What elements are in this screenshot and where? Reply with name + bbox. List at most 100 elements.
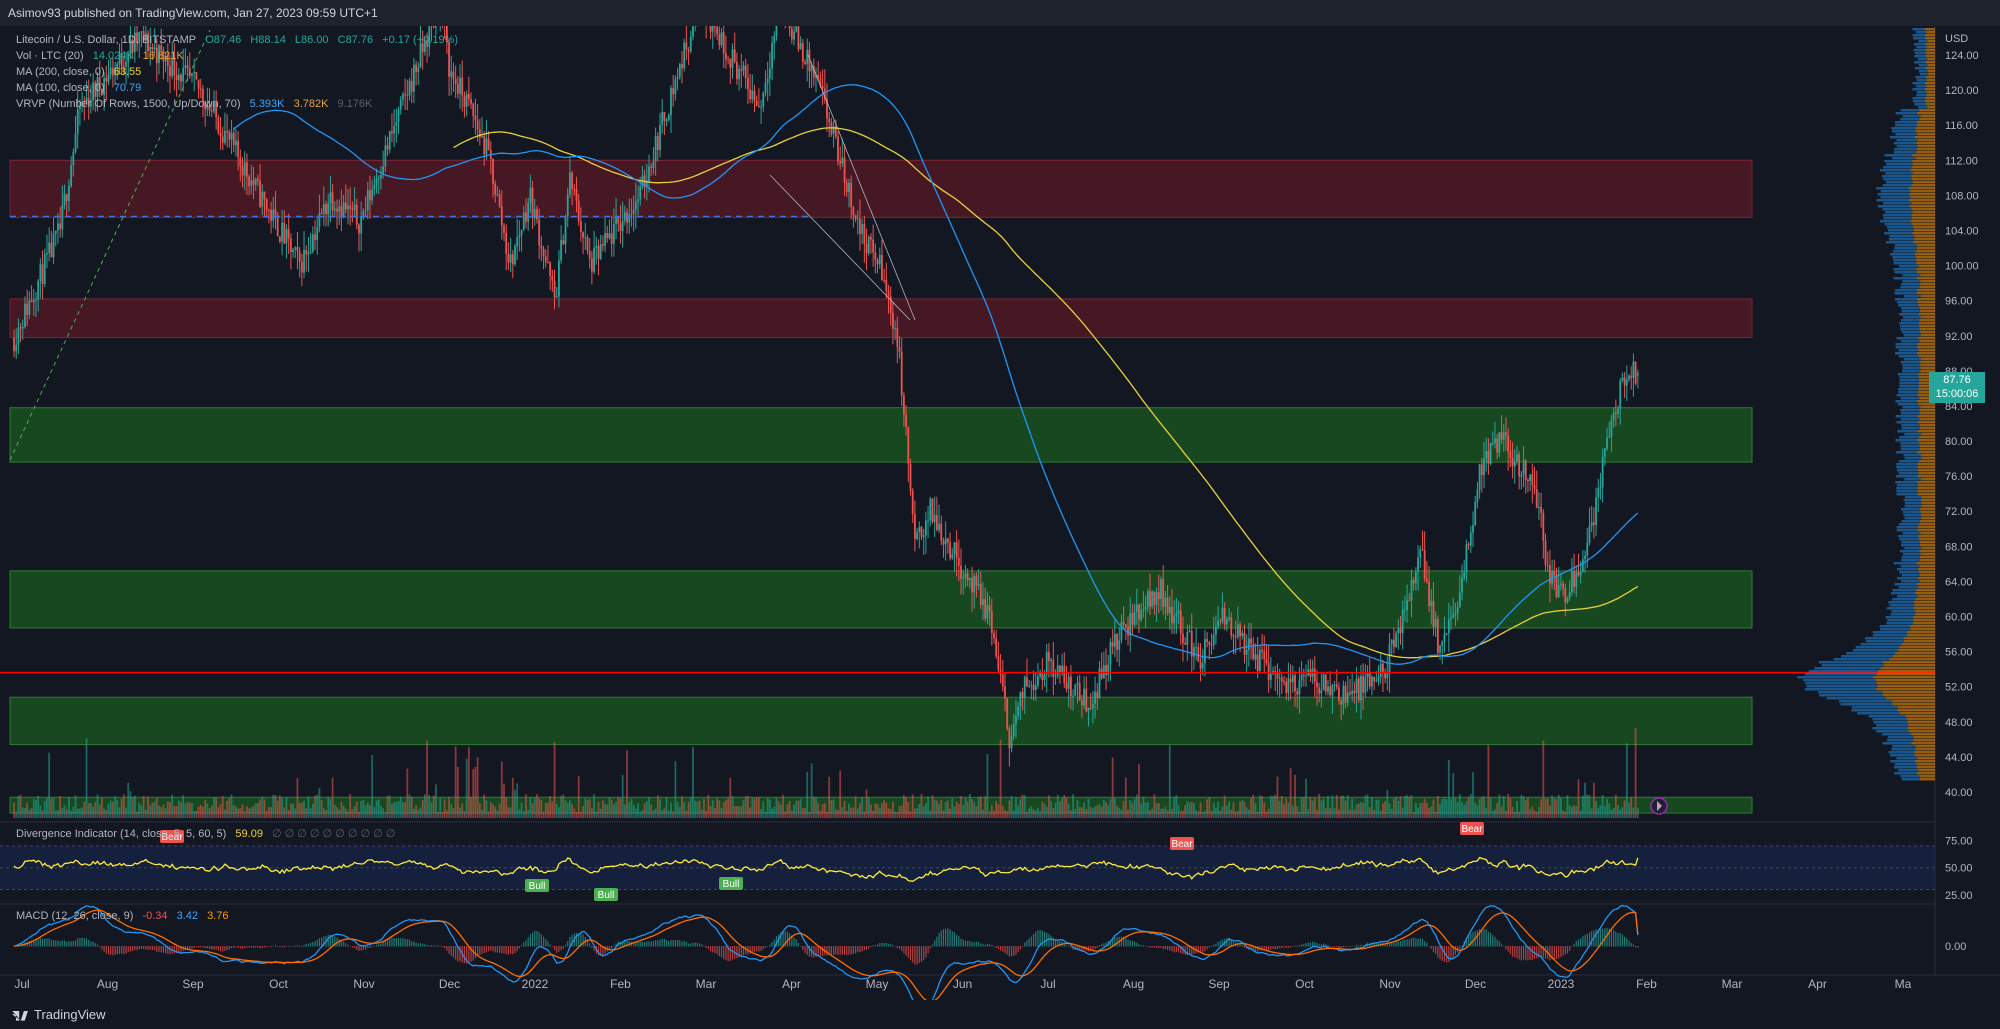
macd-hist-bar (1562, 946, 1564, 956)
profile-row-up (1899, 382, 1919, 385)
macd-hist-bar (1307, 942, 1309, 947)
profile-row-down (1919, 508, 1935, 511)
candle-body (1041, 672, 1044, 680)
ma200-label[interactable]: MA (200, close, 0) (16, 66, 105, 78)
macd-hist-bar (507, 946, 509, 955)
profile-row-up (1903, 514, 1921, 517)
rsi-tick-label: 25.00 (1945, 890, 1973, 902)
profile-row-down (1913, 229, 1935, 232)
candle-body (208, 105, 211, 111)
volume-bar (1377, 799, 1380, 818)
macd-hist-bar (712, 946, 714, 953)
volume-bar (777, 801, 780, 818)
profile-row-down (1918, 349, 1935, 352)
profile-row-up (1882, 184, 1912, 187)
volume-bar (663, 808, 666, 818)
volume-bar (1610, 809, 1613, 818)
volume-bar (155, 798, 158, 818)
volume-bar (562, 794, 565, 818)
candle-body (744, 65, 747, 78)
profile-row-up (1804, 688, 1877, 691)
volume-bar (24, 807, 26, 818)
volume-label[interactable]: Vol · LTC (20) (16, 50, 84, 62)
candle-body (1621, 377, 1624, 381)
macd-hist-bar (615, 943, 617, 947)
tradingview-logo-icon[interactable] (12, 1010, 28, 1021)
volume-bar (865, 789, 868, 818)
candle-body (784, 12, 786, 17)
volume-bar (74, 795, 77, 818)
macd-hist-bar (1544, 946, 1547, 959)
volume-bar (1258, 795, 1261, 818)
volume-bar (806, 771, 809, 818)
time-tick-label: Nov (1379, 977, 1400, 991)
candle-body (15, 344, 18, 352)
candle-body (1305, 675, 1307, 677)
macd-hist-bar (690, 943, 692, 947)
candle-body (1386, 673, 1389, 679)
macd-label[interactable]: MACD (12, 26, close, 9) (16, 910, 134, 922)
symbol-label[interactable]: Litecoin / U.S. Dollar, 1D, BITSTAMP (16, 34, 197, 46)
volume-bar (274, 795, 277, 818)
candle-body (544, 256, 547, 263)
volume-bar (169, 801, 171, 818)
macd-hist-bar (925, 946, 927, 958)
profile-row-up (1891, 748, 1916, 751)
macd-hist-bar (993, 945, 995, 947)
macd-hist-bar (514, 946, 516, 954)
macd-hist-bar (1268, 946, 1270, 951)
volume-bar (164, 808, 167, 818)
replay-icon[interactable] (1650, 797, 1668, 815)
volume-bar (1153, 794, 1156, 818)
macd-value: 3.42 (176, 910, 198, 922)
candle-body (311, 234, 314, 252)
volume-bar (1331, 795, 1334, 818)
macd-hist-bar (780, 932, 782, 947)
vrvp-label[interactable]: VRVP (Number Of Rows, 1500, Up/Down, 70) (16, 98, 241, 110)
volume-bar (982, 809, 984, 818)
volume-bar (1403, 795, 1406, 818)
volume-bar (933, 799, 936, 818)
candle-body (1443, 633, 1446, 642)
volume-bar (909, 811, 912, 818)
macd-hist-bar (494, 946, 496, 953)
volume-bar (272, 794, 275, 818)
candle-body (1544, 540, 1547, 566)
volume-bar (580, 811, 582, 818)
macd-hist-bar (797, 942, 800, 947)
candle-body (114, 67, 116, 76)
candle-body (1157, 592, 1160, 600)
macd-hist-bar (1384, 943, 1386, 947)
volume-bar (1579, 810, 1582, 818)
ma100-label[interactable]: MA (100, close, 0) (16, 82, 105, 94)
macd-hist-bar (795, 939, 797, 947)
profile-row-up (1890, 592, 1916, 595)
chart-canvas[interactable]: USD124.00120.00116.00112.00108.00104.001… (0, 0, 2000, 1000)
footer-brand[interactable]: TradingView (34, 1007, 106, 1022)
macd-hist-bar (1597, 929, 1599, 947)
macd-hist-bar (158, 946, 160, 952)
main-pane (0, 12, 1935, 818)
candle-body (1467, 544, 1470, 546)
candle-body (1540, 507, 1543, 513)
candle-body (221, 136, 224, 143)
profile-row-down (1908, 724, 1935, 727)
divergence-label[interactable]: Divergence Indicator (14, close, 5, 5, 6… (16, 828, 227, 840)
profile-row-down (1916, 247, 1935, 250)
macd-hist-bar (369, 946, 371, 948)
macd-hist-bar (692, 942, 694, 947)
candle-body (1131, 613, 1134, 625)
macd-hist-bar (488, 946, 490, 952)
macd-hist-bar (74, 940, 77, 947)
volume-bar (1146, 802, 1149, 818)
macd-hist-bar (92, 941, 94, 947)
macd-hist-bar (499, 946, 501, 953)
volume-bar (1129, 800, 1132, 818)
volume-bar (634, 808, 637, 818)
profile-row-down (1892, 703, 1935, 706)
profile-row-up (1886, 241, 1913, 244)
volume-bar (52, 797, 55, 818)
macd-hist-bar (1002, 946, 1004, 952)
volume-bar (221, 796, 224, 818)
macd-hist-bar (1254, 946, 1257, 952)
